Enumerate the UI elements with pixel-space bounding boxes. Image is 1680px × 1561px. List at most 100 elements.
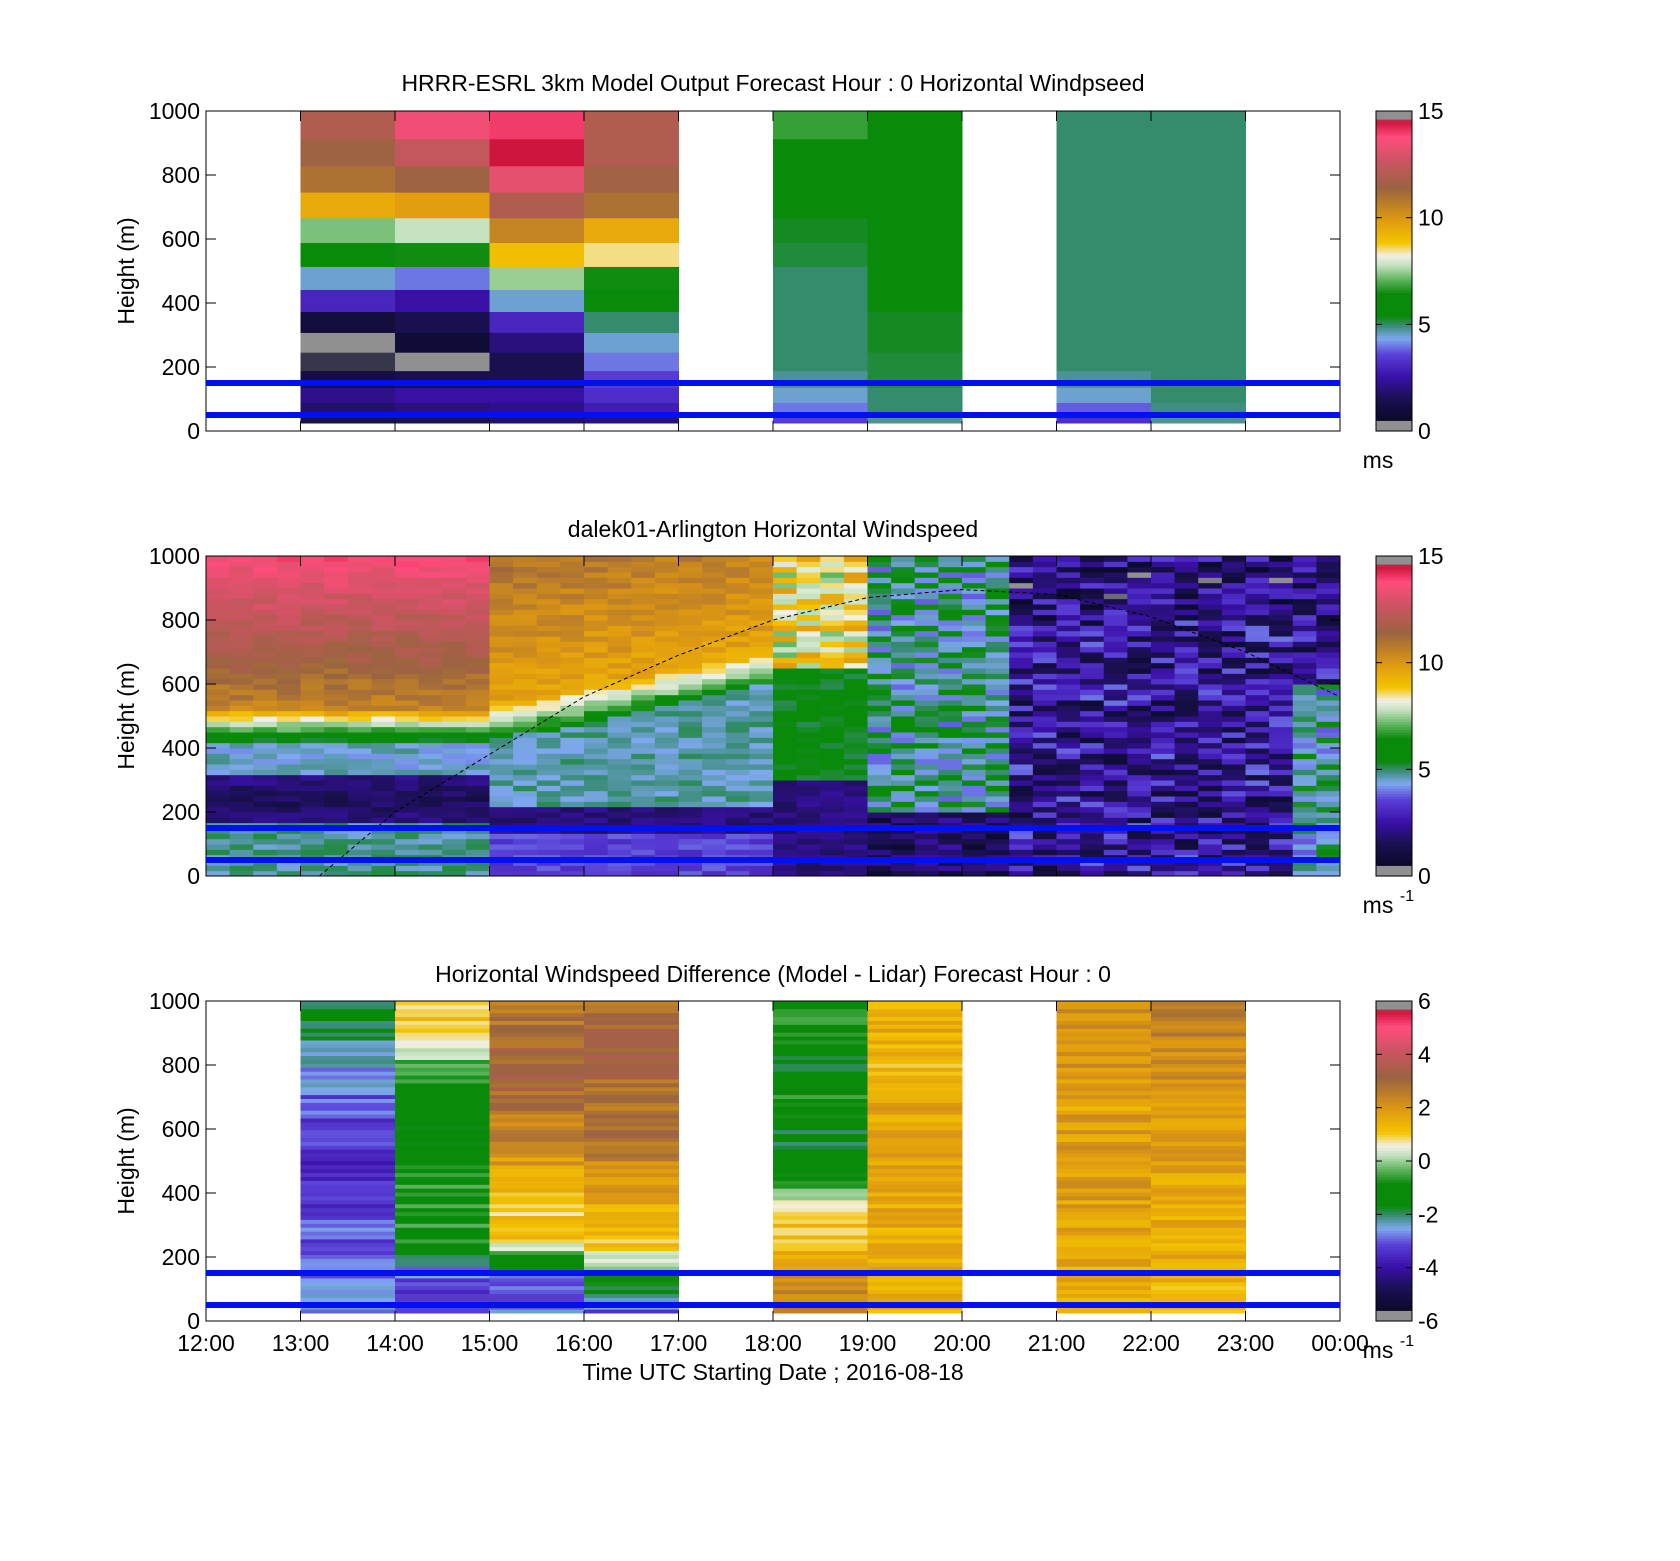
lidar-cell: [867, 625, 892, 632]
lidar-cell: [985, 604, 1010, 610]
lidar-cell: [891, 652, 916, 658]
difference-cell: [395, 1067, 490, 1072]
lidar-cell: [465, 838, 490, 845]
lidar-cell: [938, 582, 963, 589]
model-cell: [300, 289, 396, 312]
lidar-cell: [1174, 641, 1199, 648]
lidar-cell: [324, 678, 349, 685]
lidar-cell: [371, 812, 396, 818]
difference-cell: [300, 1199, 396, 1205]
lidar-cell: [631, 721, 656, 728]
lidar-cell: [276, 652, 301, 658]
lidar-cell: [418, 684, 443, 690]
lidar-cell: [584, 785, 609, 792]
lidar-cell: [796, 641, 821, 648]
lidar-cell: [1245, 748, 1270, 754]
difference-cell: [867, 1285, 963, 1291]
lidar-cell: [300, 764, 325, 770]
lidar-cell: [253, 673, 278, 680]
difference-cell: [489, 1020, 585, 1025]
lidar-cell: [536, 668, 561, 674]
lidar-cell: [513, 625, 538, 632]
lidar-cell: [253, 689, 278, 696]
lidar-cell: [796, 625, 821, 632]
lidar-cell: [1245, 620, 1270, 626]
lidar-cell: [442, 785, 467, 792]
colorbar-segment: [1376, 1139, 1412, 1143]
model-cell: [395, 311, 490, 333]
colorbar-tick-label: 0: [1418, 1148, 1431, 1174]
lidar-cell: [347, 721, 372, 728]
lidar-cell: [985, 620, 1010, 626]
lidar-cell: [702, 785, 727, 792]
lidar-cell: [1198, 625, 1223, 632]
difference-cell: [1056, 1168, 1152, 1174]
model-cell: [300, 352, 396, 372]
colorbar-segment: [1376, 143, 1412, 147]
lidar-cell: [347, 737, 372, 744]
lidar-cell: [773, 598, 798, 605]
x-tick-label: 14:00: [366, 1330, 424, 1356]
lidar-cell: [371, 790, 396, 797]
lidar-cell: [1174, 636, 1199, 642]
lidar-cell: [631, 561, 656, 568]
lidar-cell: [962, 566, 987, 573]
colorbar-segment: [1376, 782, 1412, 786]
lidar-cell: [1056, 817, 1081, 824]
lidar-cell: [1056, 812, 1081, 818]
lidar-cell: [253, 582, 278, 589]
lidar-cell: [1080, 774, 1105, 781]
lidar-cell: [985, 844, 1010, 850]
lidar-cell: [773, 870, 798, 876]
lidar-cell: [253, 790, 278, 797]
model-cell: [867, 165, 963, 193]
difference-cell: [584, 1207, 679, 1213]
lidar-cell: [749, 737, 774, 744]
lidar-cell: [1056, 625, 1081, 632]
lidar-cell: [1009, 609, 1034, 616]
difference-cell: [489, 1082, 585, 1088]
lidar-cell: [1103, 790, 1128, 797]
colorbar-segment: [1376, 220, 1412, 224]
lidar-cell: [962, 844, 987, 850]
lidar-cell: [276, 694, 301, 701]
model-cell: [1056, 217, 1152, 244]
lidar-cell: [253, 694, 278, 701]
lidar-cell: [536, 588, 561, 594]
lidar-cell: [1316, 817, 1340, 824]
lidar-cell: [749, 838, 774, 845]
lidar-cell: [371, 641, 396, 648]
difference-cell: [584, 1157, 679, 1162]
lidar-cell: [395, 806, 420, 813]
lidar-cell: [560, 833, 585, 840]
colorbar-segment: [1376, 1289, 1412, 1293]
lidar-cell: [1127, 870, 1152, 876]
lidar-cell: [489, 556, 514, 562]
lidar-cell: [1269, 556, 1294, 562]
difference-cell: [489, 1258, 585, 1263]
lidar-cell: [560, 609, 585, 616]
lidar-cell: [891, 598, 916, 605]
lidar-cell: [1269, 593, 1294, 600]
difference-cell: [867, 1172, 963, 1177]
lidar-cell: [607, 769, 632, 776]
lidar-cell: [442, 833, 467, 840]
y-tick-label: 0: [187, 1308, 200, 1334]
lidar-cell: [584, 662, 609, 669]
colorbar-segment: [1376, 359, 1412, 363]
colorbar-segment: [1376, 399, 1412, 403]
lidar-cell: [1009, 764, 1034, 770]
colorbar-segment: [1376, 734, 1412, 738]
lidar-cell: [1103, 630, 1128, 637]
difference-cell: [773, 1254, 868, 1259]
lidar-cell: [891, 801, 916, 808]
lidar-cell: [1009, 668, 1034, 674]
lidar-cell: [678, 614, 703, 621]
lidar-cell: [1080, 721, 1105, 728]
lidar-cell: [914, 785, 939, 792]
lidar-cell: [867, 753, 892, 760]
lidar-cell: [1151, 668, 1176, 674]
difference-cell: [300, 1075, 396, 1080]
difference-cell: [867, 1004, 963, 1010]
lidar-cell: [465, 801, 490, 808]
